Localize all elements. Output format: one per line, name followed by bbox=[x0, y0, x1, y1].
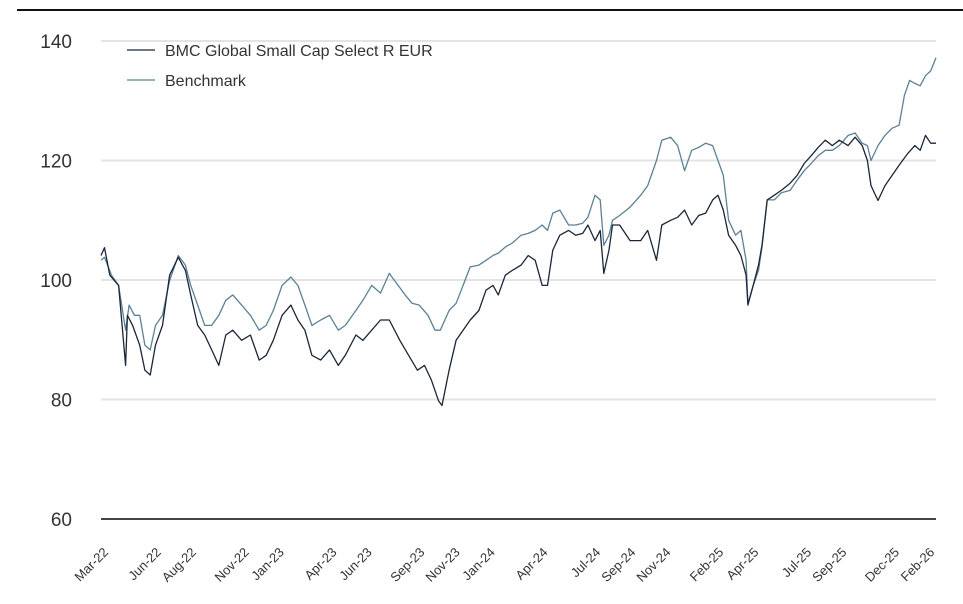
y-tick-label: 120 bbox=[40, 152, 72, 173]
x-tick-label: Jun-23 bbox=[336, 545, 375, 584]
x-tick-label: Nov-23 bbox=[422, 545, 462, 585]
x-tick-label: Apr-24 bbox=[512, 545, 550, 583]
top-divider bbox=[17, 9, 963, 11]
x-tick-label: Sep-25 bbox=[809, 545, 849, 585]
legend: BMC Global Small Cap Select R EUR Benchm… bbox=[127, 43, 433, 90]
x-tick-label: Dec-25 bbox=[862, 545, 902, 585]
x-tick-label: Nov-22 bbox=[212, 545, 252, 585]
y-tick-label: 140 bbox=[40, 32, 72, 53]
x-tick-label: Jan-23 bbox=[248, 545, 287, 584]
x-tick-label: Mar-22 bbox=[71, 545, 111, 585]
gridlines bbox=[101, 40, 936, 520]
x-tick-label: Jun-22 bbox=[125, 545, 164, 584]
y-tick-label: 100 bbox=[40, 271, 72, 292]
x-tick-label: Apr-23 bbox=[301, 545, 339, 583]
series-lines bbox=[100, 57, 937, 407]
y-tick-label: 60 bbox=[51, 510, 72, 531]
legend-label-benchmark: Benchmark bbox=[165, 73, 247, 90]
y-tick-label: 80 bbox=[51, 391, 72, 412]
x-tick-label: Sep-23 bbox=[387, 545, 427, 585]
legend-label-fund: BMC Global Small Cap Select R EUR bbox=[165, 43, 433, 60]
series-line-fund bbox=[100, 134, 936, 407]
x-tick-label: Nov-24 bbox=[633, 545, 673, 585]
x-tick-label: Feb-26 bbox=[898, 545, 938, 585]
series-line-benchmark bbox=[100, 57, 937, 351]
y-axis-ticks: 60 80 100 120 140 bbox=[40, 32, 72, 531]
x-tick-label: Apr-25 bbox=[723, 545, 761, 583]
x-tick-label: Jan-24 bbox=[459, 545, 498, 584]
x-tick-label: Aug-22 bbox=[159, 545, 199, 585]
x-tick-label: Feb-25 bbox=[687, 545, 727, 585]
x-tick-label: Sep-24 bbox=[598, 545, 638, 585]
